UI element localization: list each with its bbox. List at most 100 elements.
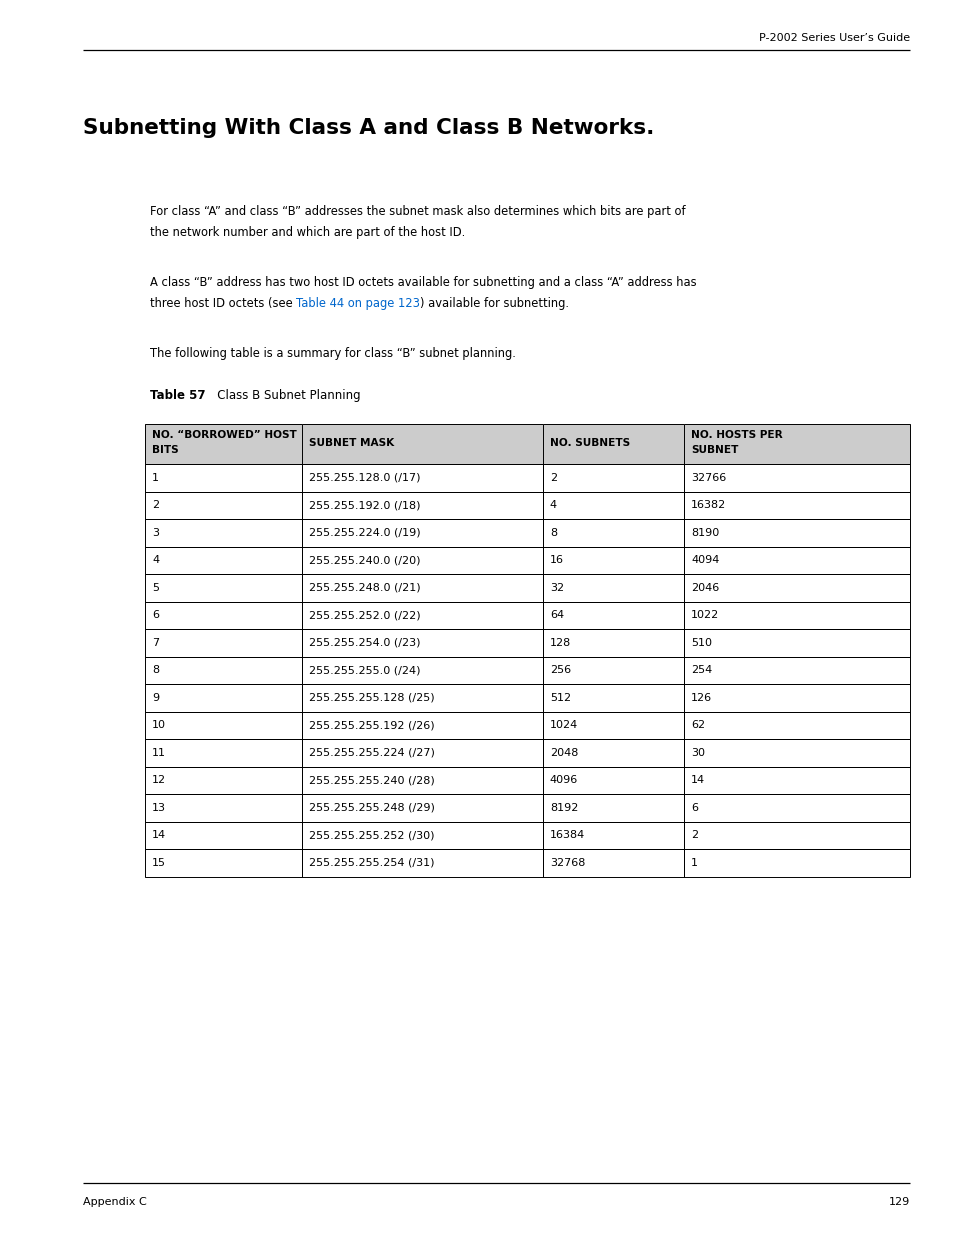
- Text: three host ID octets (see: three host ID octets (see: [150, 298, 296, 310]
- Text: 5: 5: [152, 583, 159, 593]
- Text: 255.255.192.0 (/18): 255.255.192.0 (/18): [309, 500, 420, 510]
- Bar: [542, 629, 683, 657]
- Text: 255.255.248.0 (/21): 255.255.248.0 (/21): [309, 583, 420, 593]
- Bar: [683, 519, 909, 547]
- Text: 6: 6: [691, 803, 698, 813]
- Bar: [145, 794, 301, 821]
- Text: Subnetting With Class A and Class B Networks.: Subnetting With Class A and Class B Netw…: [83, 119, 654, 138]
- Text: 128: 128: [549, 637, 571, 647]
- Bar: [301, 464, 542, 492]
- Bar: [542, 711, 683, 739]
- Bar: [145, 464, 301, 492]
- Bar: [145, 657, 301, 684]
- Text: For class “A” and class “B” addresses the subnet mask also determines which bits: For class “A” and class “B” addresses th…: [150, 205, 685, 219]
- Bar: [301, 848, 542, 877]
- Bar: [542, 739, 683, 767]
- Text: 16: 16: [549, 556, 563, 566]
- Bar: [145, 739, 301, 767]
- Bar: [542, 519, 683, 547]
- Bar: [542, 492, 683, 519]
- Bar: [683, 424, 909, 464]
- Text: 2: 2: [549, 473, 557, 483]
- Bar: [145, 547, 301, 574]
- Text: 8192: 8192: [549, 803, 578, 813]
- Text: 62: 62: [691, 720, 704, 730]
- Text: 8: 8: [152, 666, 159, 676]
- Text: 255.255.240.0 (/20): 255.255.240.0 (/20): [309, 556, 420, 566]
- Text: 4094: 4094: [691, 556, 719, 566]
- Bar: [542, 424, 683, 464]
- Bar: [301, 492, 542, 519]
- Text: P-2002 Series User’s Guide: P-2002 Series User’s Guide: [758, 33, 909, 43]
- Text: 9: 9: [152, 693, 159, 703]
- Text: the network number and which are part of the host ID.: the network number and which are part of…: [150, 226, 465, 240]
- Text: NO. HOSTS PER: NO. HOSTS PER: [691, 430, 782, 441]
- Bar: [145, 684, 301, 711]
- Bar: [683, 574, 909, 601]
- Text: SUBNET: SUBNET: [691, 445, 738, 454]
- Text: 255.255.224.0 (/19): 255.255.224.0 (/19): [309, 527, 420, 537]
- Text: BITS: BITS: [152, 445, 178, 454]
- Bar: [542, 767, 683, 794]
- Bar: [301, 711, 542, 739]
- Bar: [145, 821, 301, 848]
- Bar: [301, 547, 542, 574]
- Text: 1: 1: [152, 473, 159, 483]
- Text: 510: 510: [691, 637, 712, 647]
- Text: 255.255.252.0 (/22): 255.255.252.0 (/22): [309, 610, 420, 620]
- Text: 4: 4: [152, 556, 159, 566]
- Bar: [145, 767, 301, 794]
- Text: 255.255.255.240 (/28): 255.255.255.240 (/28): [309, 776, 435, 785]
- Bar: [683, 601, 909, 629]
- Text: 8: 8: [549, 527, 557, 537]
- Bar: [145, 492, 301, 519]
- Text: Table 57: Table 57: [150, 389, 205, 403]
- Text: 13: 13: [152, 803, 166, 813]
- Text: 7: 7: [152, 637, 159, 647]
- Text: A class “B” address has two host ID octets available for subnetting and a class : A class “B” address has two host ID octe…: [150, 275, 696, 289]
- Bar: [683, 739, 909, 767]
- Bar: [301, 519, 542, 547]
- Bar: [683, 492, 909, 519]
- Bar: [301, 601, 542, 629]
- Text: 255.255.128.0 (/17): 255.255.128.0 (/17): [309, 473, 420, 483]
- Bar: [542, 601, 683, 629]
- Bar: [145, 519, 301, 547]
- Text: 32768: 32768: [549, 858, 584, 868]
- Text: NO. SUBNETS: NO. SUBNETS: [549, 437, 629, 447]
- Bar: [301, 794, 542, 821]
- Bar: [683, 821, 909, 848]
- Bar: [542, 848, 683, 877]
- Text: 512: 512: [549, 693, 570, 703]
- Bar: [683, 547, 909, 574]
- Bar: [542, 574, 683, 601]
- Bar: [542, 547, 683, 574]
- Bar: [301, 629, 542, 657]
- Text: 2: 2: [691, 830, 698, 840]
- Text: 255.255.255.252 (/30): 255.255.255.252 (/30): [309, 830, 434, 840]
- Bar: [301, 424, 542, 464]
- Text: 14: 14: [691, 776, 704, 785]
- Text: NO. “BORROWED” HOST: NO. “BORROWED” HOST: [152, 430, 296, 441]
- Text: 126: 126: [691, 693, 712, 703]
- Bar: [683, 629, 909, 657]
- Text: 129: 129: [888, 1197, 909, 1207]
- Text: 254: 254: [691, 666, 712, 676]
- Bar: [542, 794, 683, 821]
- Text: The following table is a summary for class “B” subnet planning.: The following table is a summary for cla…: [150, 347, 516, 359]
- Text: 255.255.255.254 (/31): 255.255.255.254 (/31): [309, 858, 434, 868]
- Text: 255.255.254.0 (/23): 255.255.254.0 (/23): [309, 637, 420, 647]
- Text: 15: 15: [152, 858, 166, 868]
- Text: 3: 3: [152, 527, 159, 537]
- Bar: [683, 848, 909, 877]
- Bar: [542, 657, 683, 684]
- Text: 11: 11: [152, 747, 166, 758]
- Text: 12: 12: [152, 776, 166, 785]
- Text: 1024: 1024: [549, 720, 578, 730]
- Text: 64: 64: [549, 610, 563, 620]
- Text: 32766: 32766: [691, 473, 726, 483]
- Text: 2: 2: [152, 500, 159, 510]
- Text: SUBNET MASK: SUBNET MASK: [309, 437, 394, 447]
- Bar: [683, 794, 909, 821]
- Text: 8190: 8190: [691, 527, 719, 537]
